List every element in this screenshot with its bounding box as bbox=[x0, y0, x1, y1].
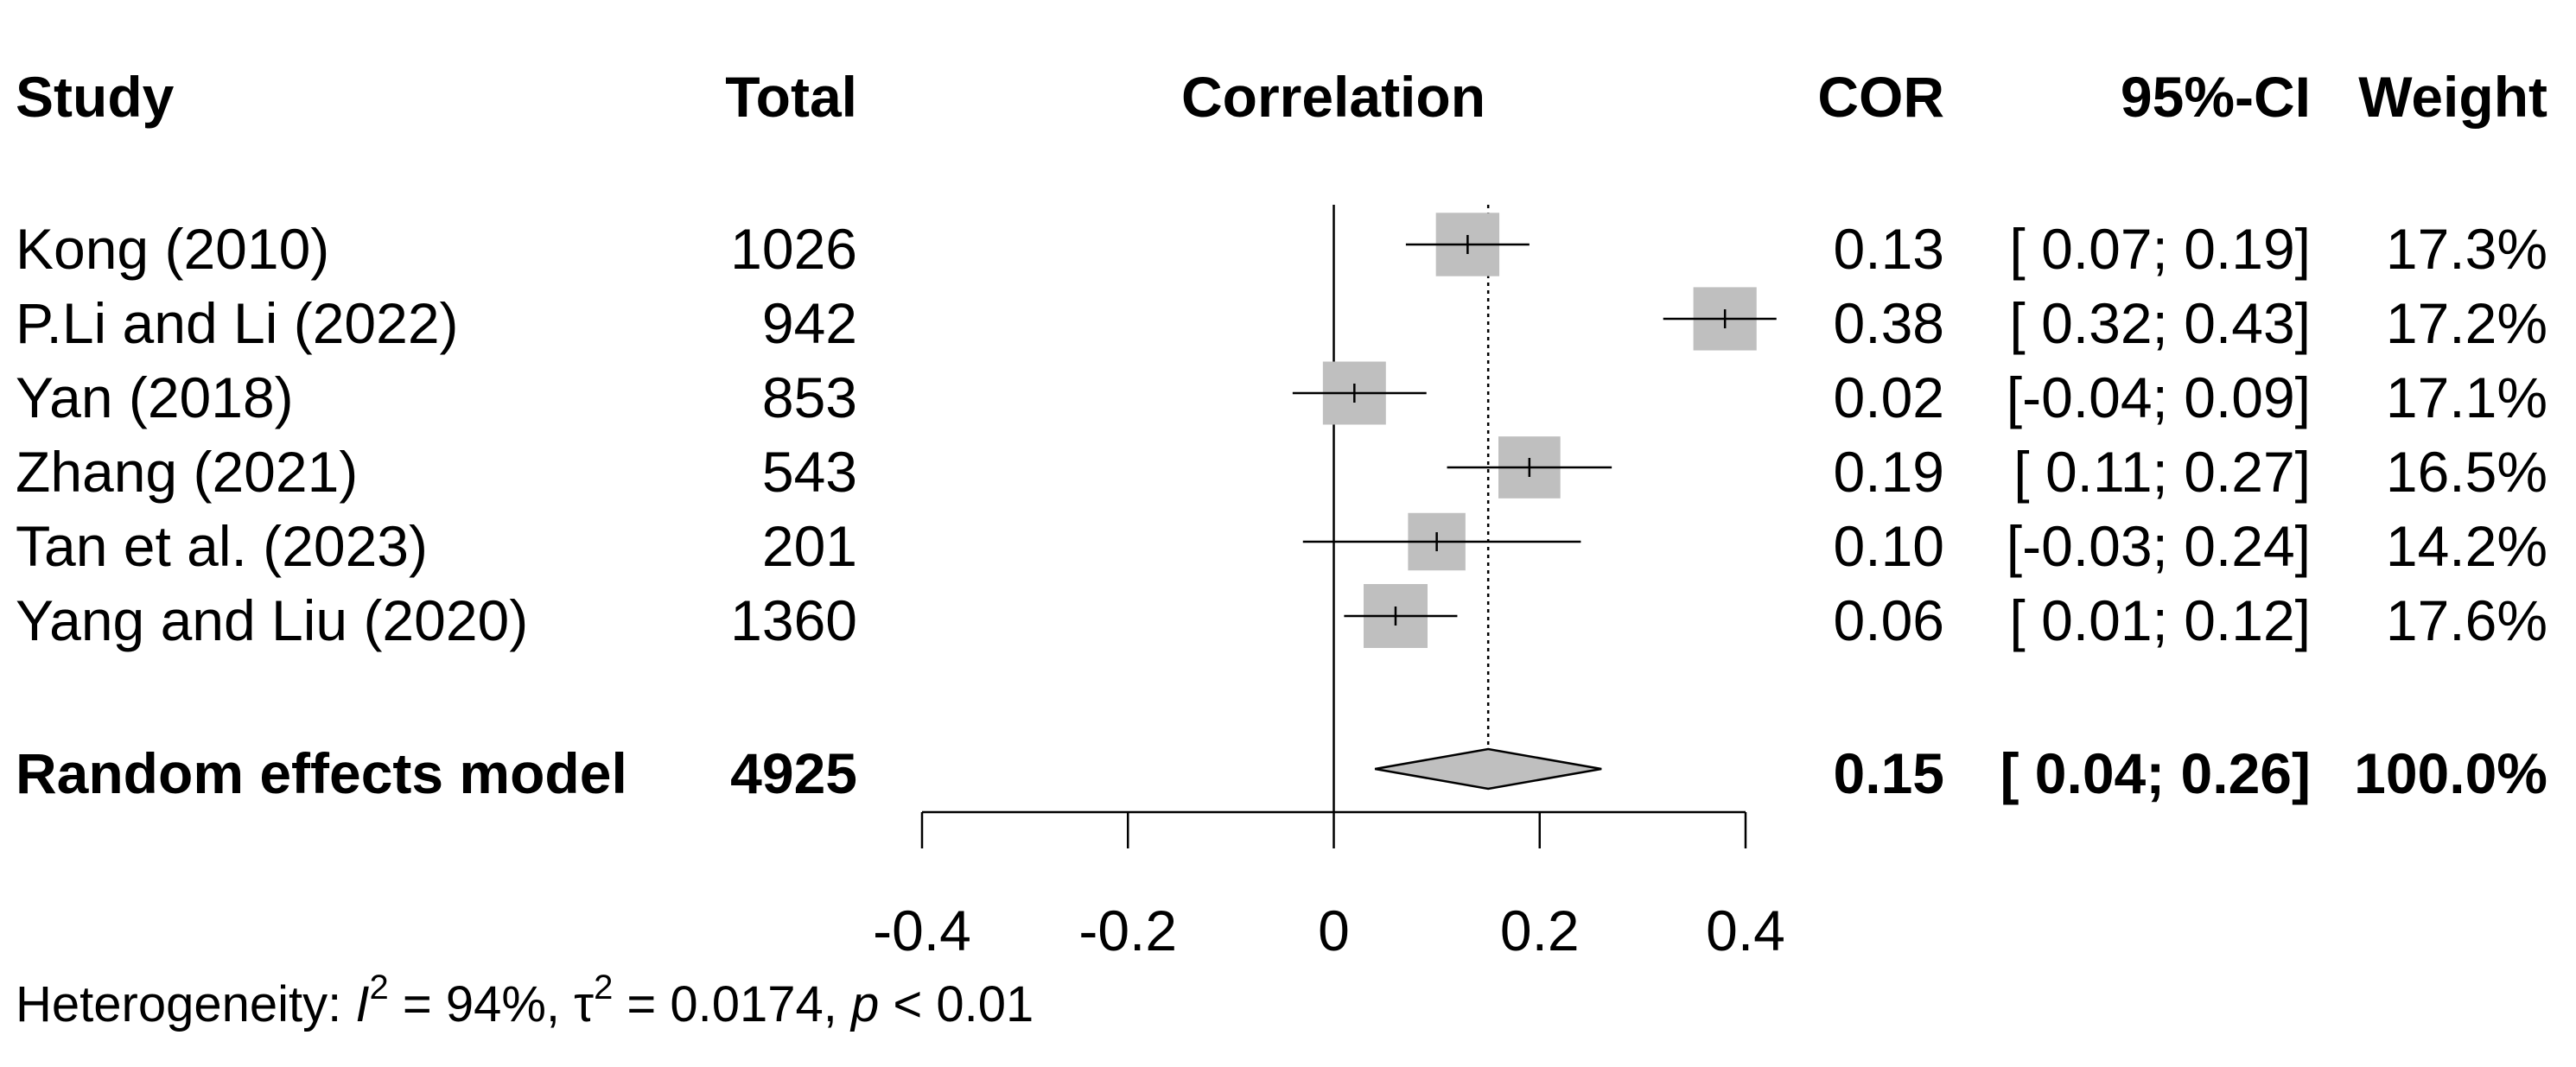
p-symbol: p bbox=[849, 976, 879, 1032]
pooled-weight: 100.0% bbox=[2354, 741, 2547, 805]
study-total: 543 bbox=[762, 440, 857, 504]
study-cor: 0.13 bbox=[1834, 217, 1944, 281]
x-tick-label: -0.4 bbox=[873, 899, 971, 962]
i2-symbol: I bbox=[355, 976, 369, 1032]
study-cor: 0.10 bbox=[1834, 514, 1944, 578]
study-weight: 14.2% bbox=[2386, 514, 2547, 578]
pooled-ci: [ 0.04; 0.26] bbox=[2000, 741, 2311, 805]
p-value: < 0.01 bbox=[879, 976, 1034, 1032]
study-row: Kong (2010) 1026 0.13 [ 0.07; 0.19] 17.3… bbox=[16, 217, 2547, 281]
heterogeneity-text: Heterogeneity: I2 = 94%, τ2 = 0.0174, p … bbox=[16, 969, 1034, 1032]
study-weight: 16.5% bbox=[2386, 440, 2547, 504]
header-total: Total bbox=[725, 65, 857, 129]
study-name: P.Li and Li (2022) bbox=[16, 291, 459, 355]
study-row: Yan (2018) 853 0.02 [-0.04; 0.09] 17.1% bbox=[16, 365, 2547, 429]
pooled-diamond bbox=[1374, 747, 1602, 791]
pooled-cor: 0.15 bbox=[1834, 741, 1944, 805]
header-cor: COR bbox=[1817, 65, 1944, 129]
study-ci: [-0.03; 0.24] bbox=[2007, 514, 2311, 578]
study-total: 1360 bbox=[730, 588, 857, 652]
study-total: 201 bbox=[762, 514, 857, 578]
study-name: Yang and Liu (2020) bbox=[16, 588, 528, 652]
header-correlation: Correlation bbox=[1181, 65, 1485, 129]
study-cor: 0.06 bbox=[1834, 588, 1944, 652]
x-tick-label: 0.2 bbox=[1500, 899, 1580, 962]
header-weight: Weight bbox=[2358, 65, 2547, 129]
header-ci: 95%-CI bbox=[2121, 65, 2311, 129]
study-row: P.Li and Li (2022) 942 0.38 [ 0.32; 0.43… bbox=[16, 291, 2547, 355]
heterogeneity-prefix: Heterogeneity: bbox=[16, 976, 355, 1032]
tau-superscript: 2 bbox=[594, 969, 613, 1007]
study-name: Zhang (2021) bbox=[16, 440, 358, 504]
study-weight: 17.1% bbox=[2386, 365, 2547, 429]
study-row: Tan et al. (2023) 201 0.10 [-0.03; 0.24]… bbox=[16, 514, 2547, 578]
plot-area: -0.4 -0.2 0 0.2 0.4 bbox=[873, 205, 1785, 962]
study-ci: [ 0.01; 0.12] bbox=[2009, 588, 2311, 652]
x-tick-label: -0.2 bbox=[1078, 899, 1177, 962]
pooled-label: Random effects model bbox=[16, 741, 627, 805]
study-total: 942 bbox=[762, 291, 857, 355]
study-name: Tan et al. (2023) bbox=[16, 514, 428, 578]
study-ci: [ 0.32; 0.43] bbox=[2009, 291, 2311, 355]
x-tick-label: 0 bbox=[1318, 899, 1350, 962]
study-cor: 0.38 bbox=[1834, 291, 1944, 355]
study-weight: 17.3% bbox=[2386, 217, 2547, 281]
x-tick-label: 0.4 bbox=[1706, 899, 1785, 962]
study-ci: [ 0.07; 0.19] bbox=[2009, 217, 2311, 281]
study-weight: 17.6% bbox=[2386, 588, 2547, 652]
study-weight: 17.2% bbox=[2386, 291, 2547, 355]
study-cor: 0.19 bbox=[1834, 440, 1944, 504]
tau-value: = 0.0174, bbox=[613, 976, 851, 1032]
header-study: Study bbox=[16, 65, 175, 129]
i2-value: = 94%, bbox=[389, 976, 574, 1032]
study-total: 1026 bbox=[730, 217, 857, 281]
study-rows: Kong (2010) 1026 0.13 [ 0.07; 0.19] 17.3… bbox=[16, 217, 2547, 652]
i2-superscript: 2 bbox=[369, 969, 388, 1007]
study-ci: [ 0.11; 0.27] bbox=[2013, 440, 2311, 504]
pooled-total: 4925 bbox=[730, 741, 857, 805]
study-row: Zhang (2021) 543 0.19 [ 0.11; 0.27] 16.5… bbox=[16, 440, 2547, 504]
study-name: Kong (2010) bbox=[16, 217, 329, 281]
tau-symbol: τ bbox=[574, 976, 594, 1032]
pooled-row: Random effects model 4925 0.15 [ 0.04; 0… bbox=[16, 741, 2547, 805]
study-total: 853 bbox=[762, 365, 857, 429]
study-cor: 0.02 bbox=[1834, 365, 1944, 429]
study-ci: [-0.04; 0.09] bbox=[2007, 365, 2311, 429]
study-name: Yan (2018) bbox=[16, 365, 294, 429]
study-row: Yang and Liu (2020) 1360 0.06 [ 0.01; 0.… bbox=[16, 588, 2547, 652]
